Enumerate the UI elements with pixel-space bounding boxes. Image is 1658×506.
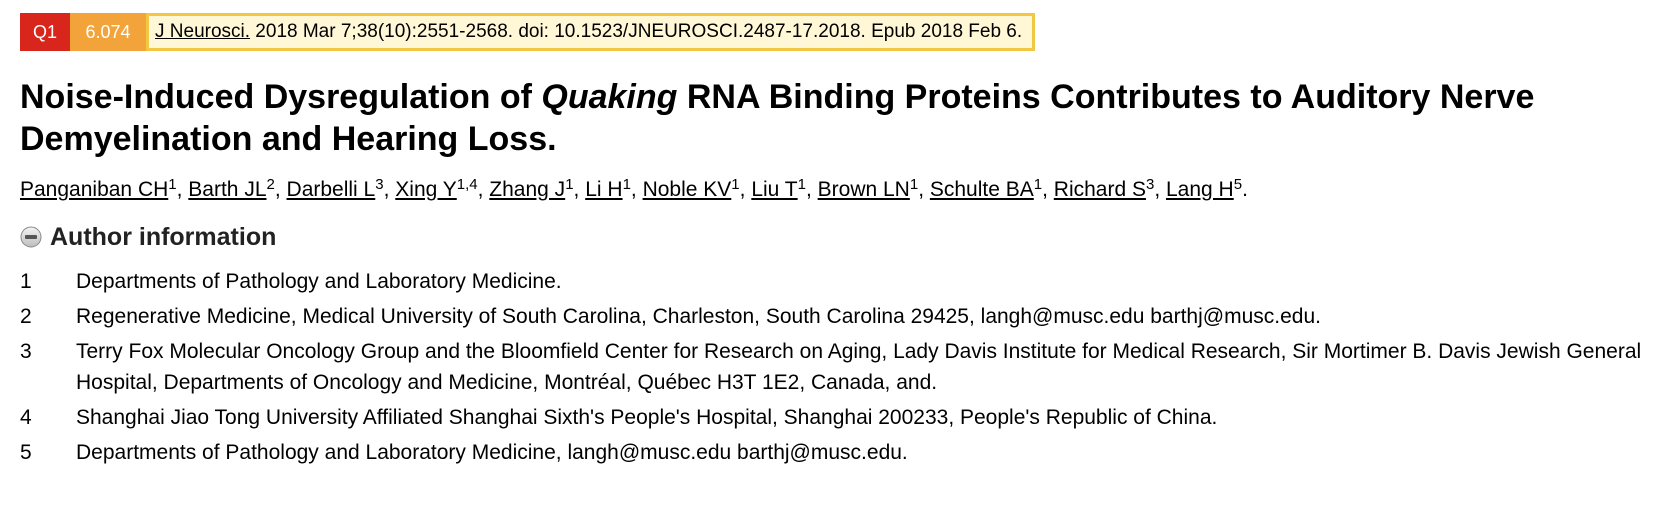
affiliation-item: 1 Departments of Pathology and Laboratory… [20, 266, 1650, 297]
author-affiliation-number: 1 [797, 176, 806, 193]
affiliation-item: 3 Terry Fox Molecular Oncology Group and … [20, 336, 1650, 398]
impact-factor-badge: 6.074 [70, 13, 146, 51]
author-separator: , [918, 178, 930, 201]
affiliation-list: 1 Departments of Pathology and Laboratory… [20, 266, 1650, 472]
affiliation-text: Departments of Pathology and Laboratory … [76, 270, 562, 293]
author-affiliation-number: 5 [1233, 176, 1243, 193]
title-part-1: Noise-Induced Dysregulation of [20, 78, 542, 116]
author-information-label: Author information [50, 222, 277, 251]
author-link[interactable]: Schulte BA [929, 178, 1034, 201]
journal-link[interactable]: J Neurosci. [155, 21, 251, 42]
author-link[interactable]: Li H [585, 178, 623, 201]
author-link[interactable]: Barth JL [188, 178, 267, 201]
author-affiliation-number: 2 [266, 176, 275, 193]
affiliation-number: 3 [20, 340, 32, 363]
author-link[interactable]: Darbelli L [286, 178, 376, 201]
quartile-badge: Q1 [20, 13, 70, 51]
author-affiliation-number: 1 [1033, 176, 1043, 193]
author-link[interactable]: Richard S [1053, 178, 1146, 201]
affiliation-item: 2 Regenerative Medicine, Medical Universi… [20, 301, 1650, 332]
author-affiliation-number: 1,4 [456, 176, 478, 193]
author-link[interactable]: Lang H [1166, 178, 1234, 201]
author-separator: , [477, 178, 490, 201]
author-affiliation-number: 1 [168, 176, 177, 193]
author-link[interactable]: Brown LN [817, 178, 910, 201]
author-affiliation-number: 1 [909, 176, 919, 193]
author-separator: , [1154, 178, 1166, 201]
author-affiliation-number: 1 [622, 176, 631, 193]
affiliation-text: Departments of Pathology and Laboratory … [76, 441, 908, 464]
author-separator: , [630, 178, 643, 201]
citation-box: J Neurosci. 2018 Mar 7;38(10):2551-2568.… [146, 13, 1036, 51]
author-separator: , [573, 178, 586, 201]
author-link[interactable]: Xing Y [395, 178, 457, 201]
affiliation-text: Terry Fox Molecular Oncology Group and t… [76, 340, 1642, 394]
affiliation-number: 5 [20, 441, 32, 464]
affiliation-text: Regenerative Medicine, Medical Universit… [76, 305, 1321, 328]
author-separator: . [1242, 178, 1248, 201]
title-italic-gene: Quaking [541, 78, 678, 116]
affiliation-number: 4 [20, 406, 32, 429]
article-title: Noise-Induced Dysregulation of Quaking R… [20, 76, 1650, 160]
author-affiliation-number: 3 [1145, 176, 1155, 193]
author-link[interactable]: Panganiban CH [20, 178, 169, 201]
author-affiliation-number: 3 [375, 176, 384, 193]
author-separator: , [739, 178, 752, 201]
affiliation-item: 5 Departments of Pathology and Laboratory… [20, 437, 1650, 468]
author-information-toggle[interactable]: Author information [20, 222, 276, 252]
affiliation-text: Shanghai Jiao Tong University Affiliated… [76, 406, 1218, 429]
collapse-minus-icon[interactable] [20, 226, 42, 248]
author-list: Panganiban CH1, Barth JL2, Darbelli L3, … [20, 176, 1650, 204]
affiliation-number: 1 [20, 270, 32, 293]
author-link[interactable]: Zhang J [489, 178, 566, 201]
author-separator: , [274, 178, 287, 201]
author-separator: , [1042, 178, 1054, 201]
author-separator: , [176, 178, 189, 201]
title-part-2: RNA Binding Proteins Contributes to Audi… [20, 78, 1544, 158]
author-link[interactable]: Liu T [751, 178, 798, 201]
author-separator: , [805, 178, 818, 201]
author-separator: , [383, 178, 396, 201]
affiliation-number: 2 [20, 305, 32, 328]
author-affiliation-number: 1 [565, 176, 574, 193]
affiliation-item: 4 Shanghai Jiao Tong University Affiliate… [20, 402, 1650, 433]
author-affiliation-number: 1 [731, 176, 740, 193]
author-link[interactable]: Noble KV [642, 178, 732, 201]
citation-bar: Q1 6.074 J Neurosci. 2018 Mar 7;38(10):2… [20, 13, 1036, 51]
citation-details: 2018 Mar 7;38(10):2551-2568. doi: 10.152… [250, 21, 1023, 42]
